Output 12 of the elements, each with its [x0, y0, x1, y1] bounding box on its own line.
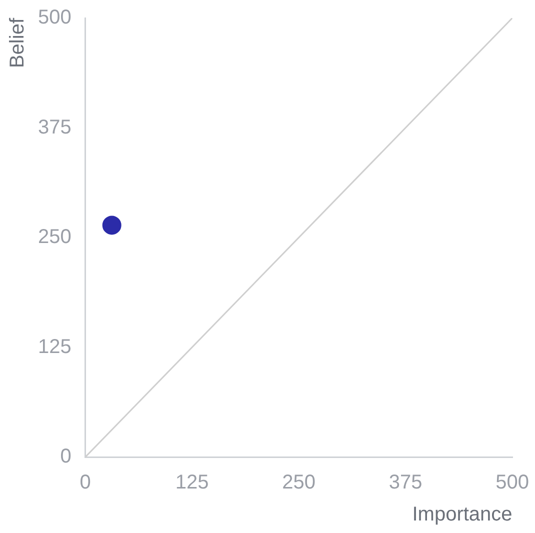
- x-tick-label: 250: [282, 472, 316, 494]
- y-tick-label: 250: [38, 226, 72, 248]
- y-axis-title: Belief: [6, 18, 29, 68]
- x-tick-label: 125: [175, 472, 209, 494]
- y-tick-label: 500: [38, 6, 72, 29]
- x-tick-label: 500: [496, 472, 530, 494]
- x-axis-title: Importance: [412, 504, 512, 526]
- y-tick-label: 375: [38, 116, 72, 138]
- y-tick-label: 0: [60, 446, 72, 468]
- y-tick-label: 125: [38, 336, 72, 358]
- x-tick-label: 0: [80, 472, 91, 494]
- x-tick-label: 375: [388, 472, 422, 494]
